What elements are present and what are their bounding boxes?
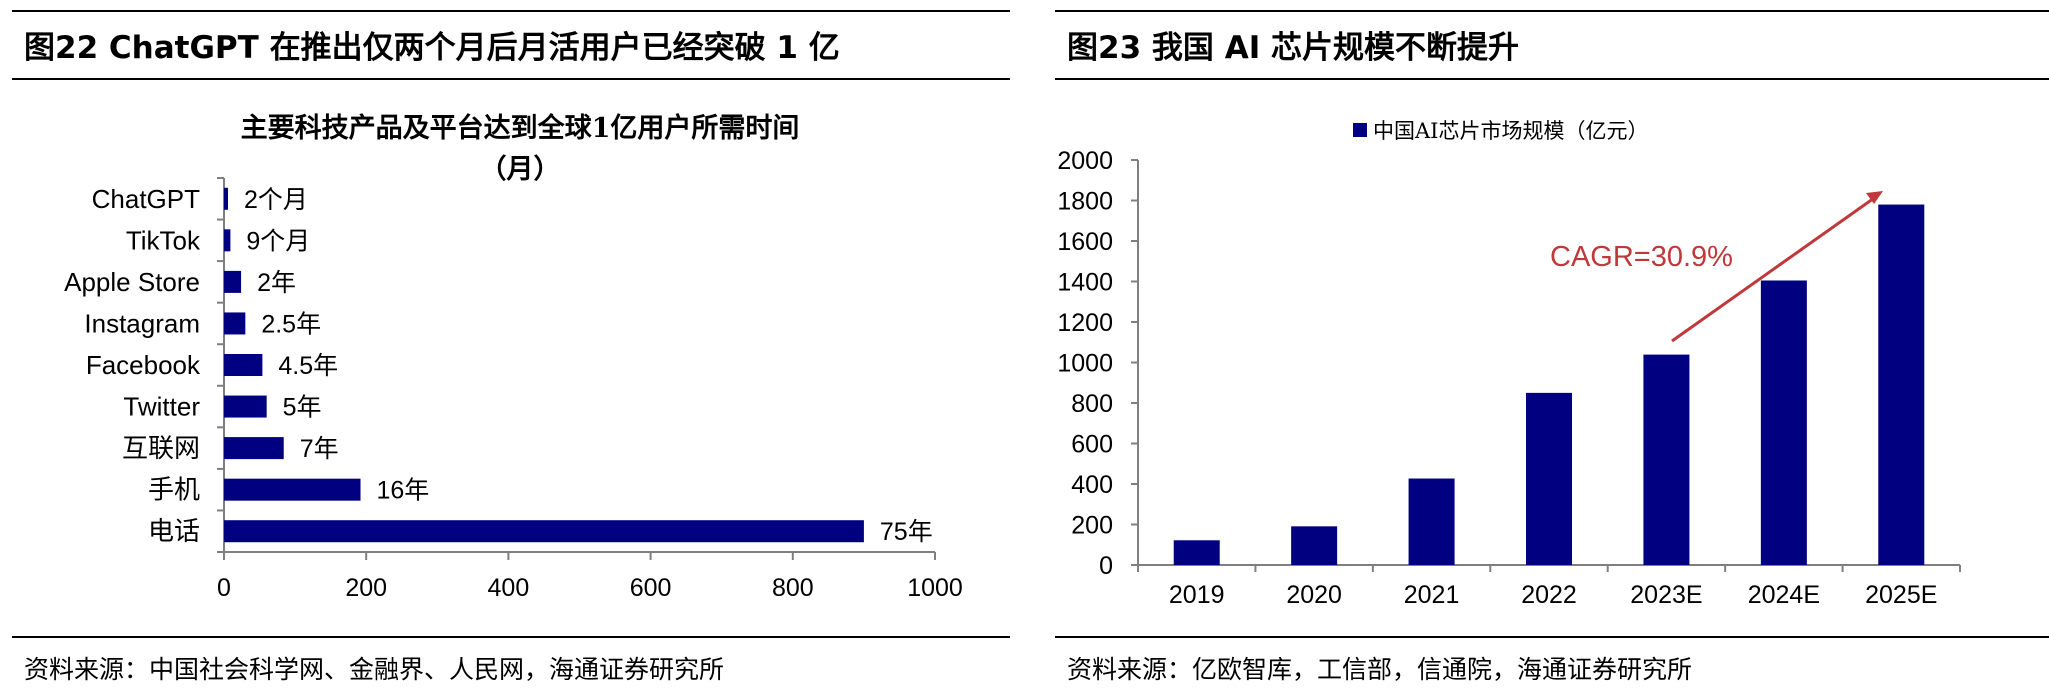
y-category-label: Instagram [84, 308, 200, 338]
bar [1643, 354, 1690, 565]
y-tick-label: 0 [1099, 552, 1113, 580]
bar-series [1173, 204, 1925, 566]
bar [224, 187, 228, 210]
x-category-label: 2023E [1630, 581, 1702, 609]
x-category-label: 2020 [1286, 581, 1342, 609]
y-tick-label: 2000 [1057, 147, 1113, 175]
x-category-label: 2021 [1404, 581, 1460, 609]
chart-title-unit: （月） [480, 154, 561, 185]
legend-swatch [1353, 123, 1367, 137]
bar [1526, 392, 1572, 565]
y-tick-label: 800 [1071, 390, 1113, 418]
bar [1878, 204, 1925, 566]
data-label: 75年 [880, 518, 933, 546]
y-category-label: ChatGPT [92, 184, 200, 214]
source-note: 资料来源：亿欧智库，工信部，信通院，海通证券研究所 [1067, 655, 1693, 684]
cagr-label: CAGR=30.9% [1550, 241, 1733, 273]
figure-title: 图23 我国 AI 芯片规模不断提升 [1067, 30, 1520, 66]
x-tick-label: 1000 [907, 574, 963, 602]
bottom-rule [1055, 636, 2049, 638]
y-tick-label: 400 [1071, 471, 1113, 499]
y-category-label: Facebook [86, 350, 201, 380]
bar [224, 395, 267, 418]
bar [1291, 526, 1338, 565]
cagr-annotation: CAGR=30.9% [1550, 191, 1883, 343]
bar [224, 229, 231, 252]
data-label: 2.5年 [261, 310, 321, 338]
source-note: 资料来源：中国社会科学网、金融界、人民网，海通证券研究所 [24, 655, 725, 684]
legend-label: 中国AI芯片市场规模（亿元） [1373, 119, 1648, 143]
chart-axes: 0 200 400 600 800 1000 1200 1400 1600 1800 2000 201… [1057, 147, 1961, 609]
title-rule [12, 78, 1010, 80]
bar [1408, 478, 1455, 565]
y-tick-label: 600 [1071, 431, 1113, 459]
data-label: 9个月 [246, 227, 310, 255]
chart-axes: 0 200 400 600 800 1000 ChatGPT TikTok Apple Stor… [64, 177, 963, 602]
y-category-label: 手机 [148, 475, 200, 505]
time-to-100m-users-chart: 主要科技产品及平台达到全球1亿用户所需时间 （月） 0 200 400 600 800 1… [64, 112, 963, 602]
bar [224, 270, 242, 293]
bar [224, 478, 361, 501]
y-category-label: 电话 [148, 516, 200, 546]
data-label: 5年 [283, 394, 322, 422]
x-tick-label: 0 [217, 574, 231, 602]
y-tick-label: 1000 [1057, 350, 1113, 378]
x-category-label: 2024E [1748, 581, 1820, 609]
y-tick-label: 200 [1071, 512, 1113, 540]
y-tick-label: 1400 [1057, 269, 1113, 297]
x-tick-label: 200 [345, 574, 387, 602]
chart-title: 主要科技产品及平台达到全球1亿用户所需时间 [241, 112, 800, 144]
bottom-rule [12, 636, 1010, 638]
x-tick-label: 600 [630, 574, 672, 602]
ai-chip-market-chart: 中国AI芯片市场规模（亿元） 0 200 400 600 800 1000 1200 1400… [1057, 119, 1961, 609]
top-rule [1055, 10, 2049, 12]
figure-title: 图22 ChatGPT 在推出仅两个月后月活用户已经突破 1 亿 [24, 30, 840, 66]
y-tick-label: 1200 [1057, 309, 1113, 337]
figure-22-panel: 图22 ChatGPT 在推出仅两个月后月活用户已经突破 1 亿 主要科技产品及… [0, 0, 1010, 695]
x-tick-label: 800 [772, 574, 814, 602]
bar [224, 437, 284, 460]
top-rule [12, 10, 1010, 12]
figure-23-panel: 图23 我国 AI 芯片规模不断提升 中国AI芯片市场规模（亿元） 0 200 40… [1043, 0, 2049, 695]
bar [224, 520, 864, 543]
x-category-label: 2025E [1865, 581, 1937, 609]
data-label: 7年 [300, 435, 339, 463]
y-tick-label: 1600 [1057, 228, 1113, 256]
bar [224, 354, 263, 376]
bar [224, 312, 246, 335]
bar [1760, 280, 1807, 565]
data-label: 2年 [257, 269, 296, 297]
data-label: 16年 [377, 477, 430, 505]
arrow-head [1866, 191, 1883, 204]
bar [1173, 540, 1220, 565]
title-rule [1055, 78, 2049, 80]
y-category-label: 互联网 [122, 433, 200, 463]
data-label: 2个月 [244, 186, 308, 214]
y-category-label: Apple Store [64, 267, 200, 297]
legend: 中国AI芯片市场规模（亿元） [1353, 119, 1648, 143]
y-tick-label: 1800 [1057, 188, 1113, 216]
x-category-label: 2019 [1169, 581, 1225, 609]
data-label: 4.5年 [278, 352, 338, 380]
x-tick-label: 400 [488, 574, 530, 602]
y-category-label: TikTok [126, 225, 201, 255]
x-category-label: 2022 [1521, 581, 1577, 609]
trend-arrow [1671, 194, 1878, 343]
y-category-label: Twitter [123, 392, 200, 422]
bar-series: 2个月 9个月 2年 2.5年 4.5年 5年 7年 16年 75年 [224, 186, 933, 546]
